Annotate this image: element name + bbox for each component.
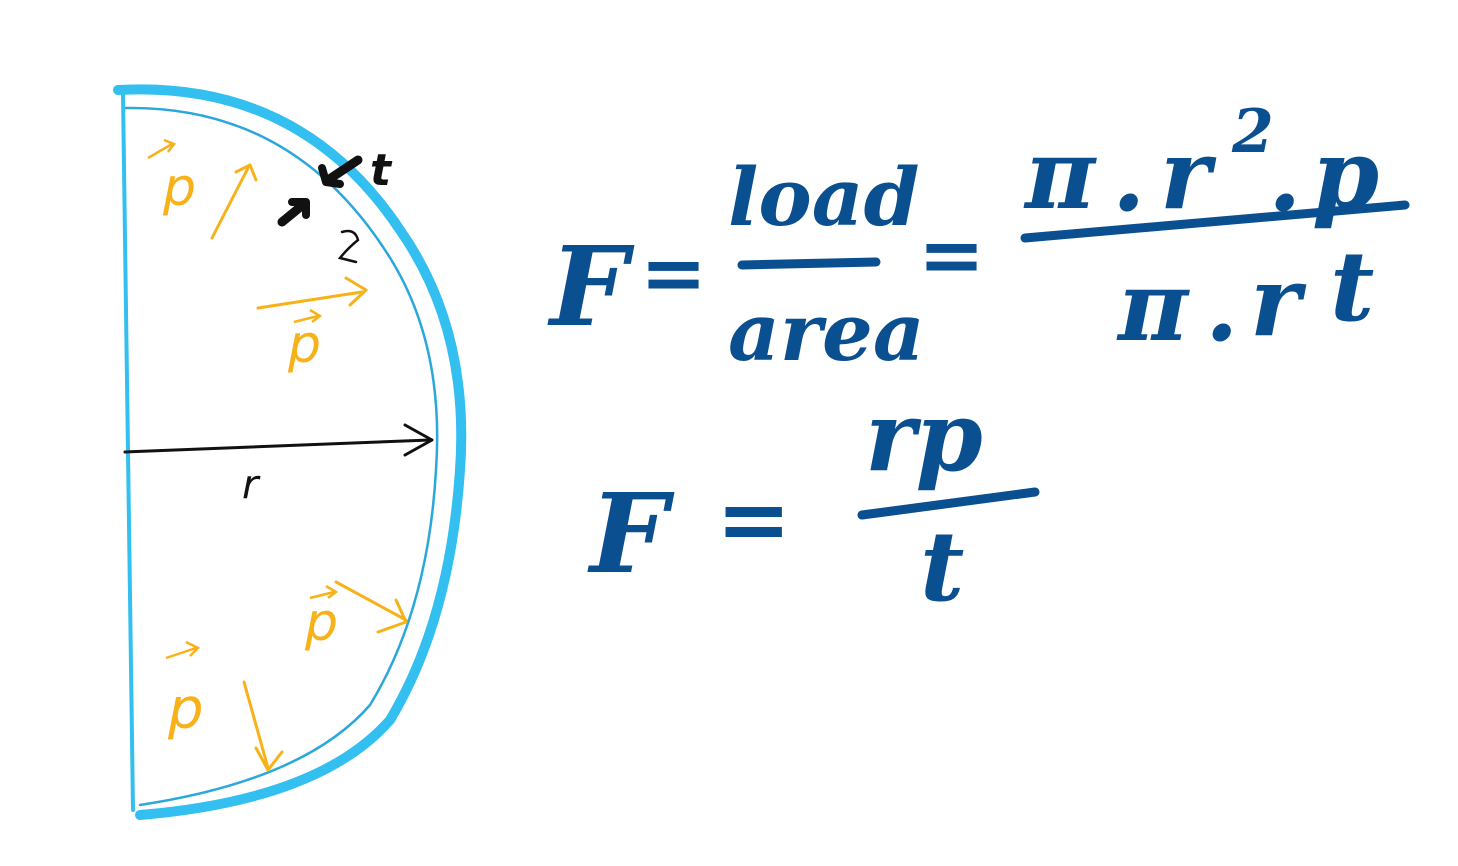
radius-arrow: r <box>123 423 434 508</box>
pressure-arrow <box>210 163 258 240</box>
num-pi: π <box>1023 118 1097 231</box>
eq2-denominator: t <box>920 510 964 623</box>
shell-inner-wall <box>123 106 439 807</box>
eq1-fraction-bar-1 <box>737 257 881 270</box>
pressure-arrow <box>334 580 408 634</box>
svg-text:p: p <box>287 315 321 375</box>
thickness-marker: t <box>277 145 393 264</box>
pressure-label-3: p <box>304 584 339 653</box>
equation-2: F = rp t <box>587 380 1040 623</box>
eq1-numerator: load <box>728 150 920 244</box>
eq1-lhs: F <box>547 222 635 351</box>
eq2-fraction-bar <box>857 487 1040 520</box>
den-r: r <box>1250 245 1307 358</box>
pressure-arrow <box>256 276 368 310</box>
eq1-denominator-2: π . r t <box>1116 230 1374 363</box>
num-exponent: 2 <box>1231 97 1274 167</box>
svg-text:p: p <box>167 677 204 742</box>
thickness-bracket <box>337 229 360 264</box>
thickness-label: t <box>370 145 393 196</box>
eq1-denominator: area <box>728 285 925 379</box>
den-t: t <box>1330 230 1374 343</box>
pressure-label-4: p <box>165 640 204 742</box>
pressure-arrows: p p p p <box>147 138 408 772</box>
equation-1: F = load area = π . r 2 . p π . r t <box>547 97 1410 379</box>
eq1-fraction-bar-2 <box>1020 200 1410 243</box>
den-pi: π <box>1116 250 1190 363</box>
svg-text:p: p <box>162 158 196 218</box>
pressure-label-1: p <box>147 138 196 218</box>
eq2-lhs: F <box>587 469 675 598</box>
eq2-numerator: rp <box>865 380 983 493</box>
eq2-equals: = <box>716 466 791 572</box>
eq1-equals-2: = <box>918 207 985 301</box>
shell-outer-wall <box>113 84 467 820</box>
pressure-arrow <box>242 680 284 772</box>
den-dot: . <box>1205 250 1238 363</box>
svg-text:p: p <box>304 593 338 653</box>
eq1-equals: = <box>640 225 707 319</box>
pressure-label-2: p <box>287 308 323 375</box>
num-dot-1: . <box>1112 120 1145 233</box>
radius-label: r <box>242 462 261 508</box>
num-r: r <box>1160 118 1217 231</box>
